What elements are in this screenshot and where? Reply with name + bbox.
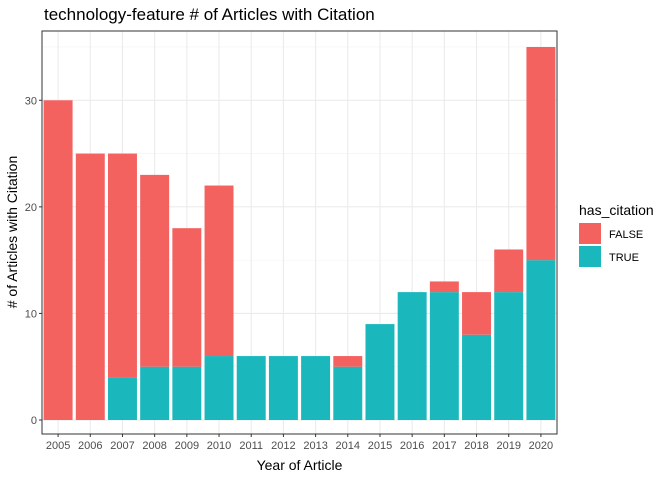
x-tick-label: 2009	[175, 440, 199, 452]
y-axis-title: # of Articles with Citation	[4, 156, 20, 309]
x-tick-label: 2005	[46, 440, 70, 452]
legend: has_citation FALSE TRUE	[579, 202, 654, 267]
x-tick-label: 2016	[400, 440, 424, 452]
x-axis: 2005 2006 2007 2008 2009 2010 2011 2012 2013 2014…	[46, 434, 553, 452]
bar-2020-true	[526, 260, 556, 420]
y-tick-label: 0	[31, 415, 37, 427]
bar-2017-true	[429, 292, 459, 420]
bar-2019-true	[494, 292, 524, 420]
bar-2015-true	[365, 324, 395, 420]
bar-2014-true	[333, 366, 363, 420]
x-axis-title: Year of Article	[257, 457, 343, 473]
x-tick-label: 2018	[464, 440, 488, 452]
legend-key-false	[579, 223, 601, 244]
y-tick-label: 30	[25, 95, 37, 107]
chart-title: technology-feature # of Articles with Ci…	[44, 5, 375, 24]
bar-2009-false	[172, 228, 202, 367]
bar-2019-false	[494, 249, 524, 293]
bar-2016-true	[397, 292, 427, 420]
y-tick-label: 10	[25, 308, 37, 320]
bar-2011-true	[236, 356, 266, 420]
bar-2005-false	[43, 100, 73, 420]
bar-2017-false	[429, 281, 459, 293]
x-tick-label: 2017	[432, 440, 456, 452]
bar-2009-true	[172, 366, 202, 420]
bar-2008-false	[140, 174, 170, 367]
legend-label-false: FALSE	[609, 229, 643, 241]
x-tick-label: 2010	[207, 440, 231, 452]
x-tick-label: 2020	[529, 440, 553, 452]
legend-title: has_citation	[579, 202, 654, 218]
panel-border	[41, 30, 558, 435]
bar-2020-false	[526, 46, 556, 261]
bar-2008-true	[140, 366, 170, 420]
legend-label-true: TRUE	[609, 252, 639, 264]
x-tick-label: 2008	[142, 440, 166, 452]
x-tick-label: 2014	[336, 440, 360, 452]
y-tick-label: 20	[25, 202, 37, 214]
x-tick-label: 2007	[110, 440, 134, 452]
x-tick-label: 2006	[78, 440, 102, 452]
bar-2013-true	[301, 356, 331, 420]
bar-2010-true	[204, 356, 234, 420]
x-tick-label: 2015	[368, 440, 392, 452]
bars	[43, 46, 556, 420]
bar-2007-false	[107, 153, 137, 378]
x-tick-label: 2012	[271, 440, 295, 452]
legend-key-true	[579, 246, 601, 267]
bar-2012-true	[268, 356, 298, 420]
x-tick-label: 2011	[239, 440, 263, 452]
x-tick-label: 2019	[496, 440, 520, 452]
bar-2018-false	[462, 292, 492, 335]
plot-panel	[41, 30, 558, 435]
bar-2010-false	[204, 185, 234, 357]
x-tick-label: 2013	[303, 440, 327, 452]
bar-2007-true	[107, 377, 137, 420]
bar-2006-false	[75, 153, 105, 420]
y-axis: 0 10 20 30	[25, 95, 42, 427]
bar-2018-true	[462, 334, 492, 420]
bar-2014-false	[333, 356, 363, 367]
